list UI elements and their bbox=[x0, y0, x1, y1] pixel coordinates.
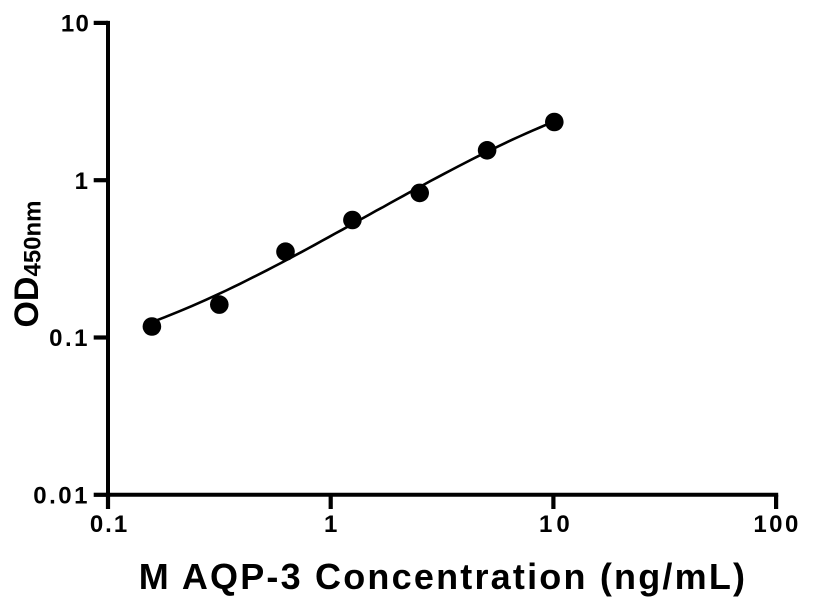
svg-text:1: 1 bbox=[75, 168, 88, 195]
svg-text:M AQP-3 Concentration (ng/mL): M AQP-3 Concentration (ng/mL) bbox=[139, 556, 747, 597]
svg-text:10: 10 bbox=[61, 11, 90, 38]
svg-text:1: 1 bbox=[324, 511, 337, 538]
svg-text:0.1: 0.1 bbox=[90, 511, 129, 538]
svg-text:0.01: 0.01 bbox=[33, 483, 90, 510]
svg-text:10: 10 bbox=[539, 511, 574, 538]
svg-text:100: 100 bbox=[753, 511, 801, 538]
svg-text:0.1: 0.1 bbox=[49, 325, 90, 352]
